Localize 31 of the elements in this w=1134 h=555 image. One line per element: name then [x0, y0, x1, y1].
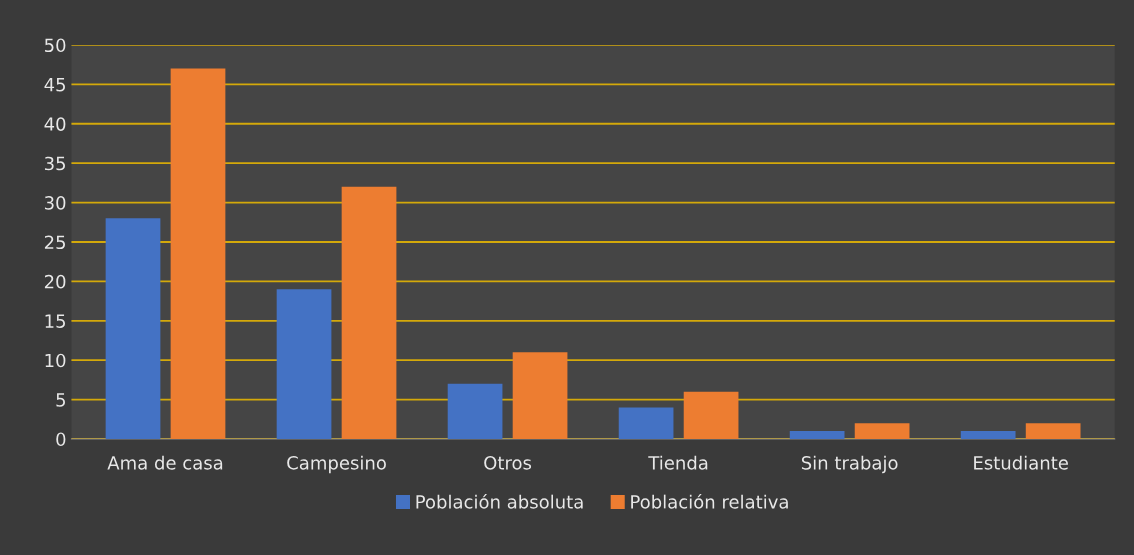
bar: [854, 423, 910, 439]
y-tick-label: 50: [45, 38, 66, 53]
x-tick-label: Estudiante: [974, 455, 1068, 470]
bar: [447, 383, 503, 439]
bar: [105, 218, 161, 439]
y-tick-label: 20: [44, 274, 66, 289]
x-tick-label: Sin trabajo: [801, 455, 898, 474]
y-tick-label: 40: [44, 117, 66, 131]
x-tick-label: Campesino: [287, 455, 386, 474]
bar: [618, 407, 674, 439]
bar: [341, 186, 397, 439]
bar: [512, 352, 568, 439]
x-tick-label: Tienda: [648, 455, 708, 470]
y-tick-label: 45: [44, 78, 65, 92]
y-tick-label: 30: [44, 196, 66, 210]
y-tick-label: 5: [56, 393, 65, 407]
bar: [960, 431, 1016, 439]
y-tick-label: 15: [45, 314, 65, 328]
y-tick-label: 0: [56, 432, 66, 447]
y-tick-label: 10: [45, 353, 66, 368]
legend-label: Población absoluta: [416, 493, 583, 509]
y-tick-label: 25: [44, 235, 65, 250]
bar: [170, 68, 226, 439]
bar: [276, 289, 332, 439]
bar: [789, 431, 845, 439]
bar: [1025, 423, 1081, 439]
x-tick-label: Otros: [484, 455, 532, 470]
legend-label: Población relativa: [631, 493, 788, 509]
bar: [683, 391, 739, 439]
y-tick-label: 35: [44, 156, 65, 171]
x-tick-label: Ama de casa: [107, 455, 223, 470]
